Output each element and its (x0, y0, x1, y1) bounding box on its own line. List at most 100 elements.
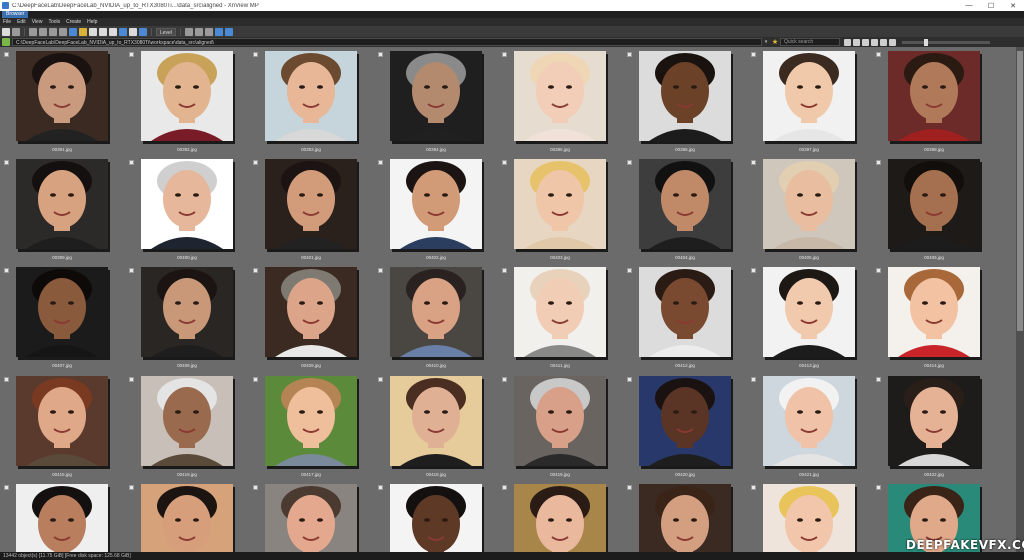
face-thumbnail-image[interactable] (514, 159, 606, 249)
face-thumbnail-image[interactable] (763, 267, 855, 357)
face-thumbnail-image[interactable] (265, 484, 357, 552)
thumbnail-checkbox[interactable] (876, 268, 881, 273)
thumbnail-item[interactable]: 00424.jpg (125, 480, 249, 552)
maximize-button[interactable]: ☐ (980, 0, 1002, 11)
thumbnail-checkbox[interactable] (876, 377, 881, 382)
face-thumbnail-image[interactable] (888, 267, 980, 357)
thumbnail-item[interactable]: 00420.jpg (623, 372, 747, 480)
info-icon[interactable] (225, 28, 233, 36)
thumbnail-checkbox[interactable] (502, 485, 507, 490)
nav-forward-icon[interactable] (853, 39, 860, 46)
face-thumbnail-image[interactable] (639, 376, 731, 466)
face-thumbnail-image[interactable] (141, 267, 233, 357)
tab-browser[interactable]: Browser (2, 11, 28, 18)
settings-icon[interactable] (139, 28, 147, 36)
face-thumbnail-image[interactable] (16, 51, 108, 141)
thumbnail-checkbox[interactable] (378, 160, 383, 165)
thumbnail-item[interactable]: 00395.jpg (498, 47, 622, 155)
thumbnail-item[interactable]: 00403.jpg (498, 155, 622, 263)
thumbnail-checkbox[interactable] (751, 160, 756, 165)
menu-view[interactable]: View (32, 18, 43, 26)
thumbnail-item[interactable]: 00399.jpg (0, 155, 124, 263)
thumbnail-item[interactable]: 00404.jpg (623, 155, 747, 263)
move-icon[interactable] (99, 28, 107, 36)
face-thumbnail-image[interactable] (763, 159, 855, 249)
face-thumbnail-image[interactable] (888, 51, 980, 141)
folder-icon[interactable] (79, 28, 87, 36)
face-thumbnail-image[interactable] (141, 159, 233, 249)
face-thumbnail-image[interactable] (639, 484, 731, 552)
thumbnail-checkbox[interactable] (502, 268, 507, 273)
thumbnail-checkbox[interactable] (129, 377, 134, 382)
thumbnail-checkbox[interactable] (378, 377, 383, 382)
thumbnail-checkbox[interactable] (4, 160, 9, 165)
scrollbar-thumb[interactable] (1017, 51, 1023, 331)
thumbnail-item[interactable]: 00409.jpg (249, 263, 373, 371)
thumbnail-item[interactable]: 00414.jpg (872, 263, 996, 371)
convert-icon[interactable] (119, 28, 127, 36)
face-thumbnail-image[interactable] (390, 376, 482, 466)
thumbnail-checkbox[interactable] (4, 268, 9, 273)
thumbnail-checkbox[interactable] (129, 160, 134, 165)
nav-home-icon[interactable] (871, 39, 878, 46)
menu-file[interactable]: File (3, 18, 11, 26)
thumbnail-checkbox[interactable] (751, 485, 756, 490)
face-thumbnail-image[interactable] (265, 159, 357, 249)
face-thumbnail-image[interactable] (141, 376, 233, 466)
thumbnail-item[interactable]: 00423.jpg (0, 480, 124, 552)
thumbnail-checkbox[interactable] (751, 377, 756, 382)
chevron-down-icon[interactable]: ▾ (762, 38, 770, 46)
slider-knob[interactable] (924, 39, 928, 46)
face-thumbnail-image[interactable] (888, 376, 980, 466)
close-button[interactable]: ✕ (1002, 0, 1024, 11)
thumbnail-checkbox[interactable] (502, 160, 507, 165)
thumbnail-size-slider[interactable] (902, 41, 990, 44)
thumbnail-item[interactable]: 00397.jpg (747, 47, 871, 155)
thumbnail-item[interactable]: 00396.jpg (623, 47, 747, 155)
thumbnail-item[interactable]: 00426.jpg (374, 480, 498, 552)
slideshow-icon[interactable] (129, 28, 137, 36)
thumbnail-item[interactable]: 00411.jpg (498, 263, 622, 371)
minimize-button[interactable]: — (958, 0, 980, 11)
face-thumbnail-image[interactable] (514, 51, 606, 141)
menu-create[interactable]: Create (66, 18, 81, 26)
face-thumbnail-image[interactable] (390, 159, 482, 249)
open-icon[interactable] (69, 28, 77, 36)
thumbnail-item[interactable]: 00408.jpg (125, 263, 249, 371)
tag-icon[interactable] (889, 39, 896, 46)
thumbnail-checkbox[interactable] (502, 377, 507, 382)
thumbnail-checkbox[interactable] (253, 268, 258, 273)
thumbnail-item[interactable]: 00416.jpg (125, 372, 249, 480)
face-thumbnail-image[interactable] (16, 376, 108, 466)
thumbnail-item[interactable]: 00421.jpg (747, 372, 871, 480)
help-icon[interactable] (215, 28, 223, 36)
thumbnail-item[interactable]: 00405.jpg (747, 155, 871, 263)
thumbnail-item[interactable]: 00429.jpg (747, 480, 871, 552)
thumbnail-item[interactable]: 00407.jpg (0, 263, 124, 371)
face-thumbnail-image[interactable] (390, 51, 482, 141)
thumbnail-item[interactable]: 00415.jpg (0, 372, 124, 480)
menu-tools[interactable]: Tools (48, 18, 60, 26)
quick-search-input[interactable]: Quick search (780, 38, 840, 46)
thumbnail-item[interactable]: 00401.jpg (249, 155, 373, 263)
thumbnail-item[interactable]: 00418.jpg (374, 372, 498, 480)
sort-select[interactable]: Level (156, 28, 176, 36)
thumbnail-checkbox[interactable] (627, 485, 632, 490)
refresh-icon[interactable] (29, 28, 37, 36)
thumbnail-checkbox[interactable] (627, 52, 632, 57)
thumbnail-checkbox[interactable] (4, 52, 9, 57)
thumbnail-item[interactable]: 00394.jpg (374, 47, 498, 155)
thumbnail-item[interactable]: 00391.jpg (0, 47, 124, 155)
up-folder-icon[interactable] (59, 28, 67, 36)
filter-icon[interactable] (195, 28, 203, 36)
thumbnail-checkbox[interactable] (876, 52, 881, 57)
thumbnail-checkbox[interactable] (4, 377, 9, 382)
face-thumbnail-image[interactable] (763, 484, 855, 552)
thumbnail-checkbox[interactable] (4, 485, 9, 490)
thumbnail-checkbox[interactable] (627, 160, 632, 165)
thumbnail-item[interactable]: 00398.jpg (872, 47, 996, 155)
face-thumbnail-image[interactable] (763, 376, 855, 466)
thumbnail-item[interactable]: 00428.jpg (623, 480, 747, 552)
face-thumbnail-image[interactable] (141, 484, 233, 552)
face-thumbnail-image[interactable] (390, 267, 482, 357)
